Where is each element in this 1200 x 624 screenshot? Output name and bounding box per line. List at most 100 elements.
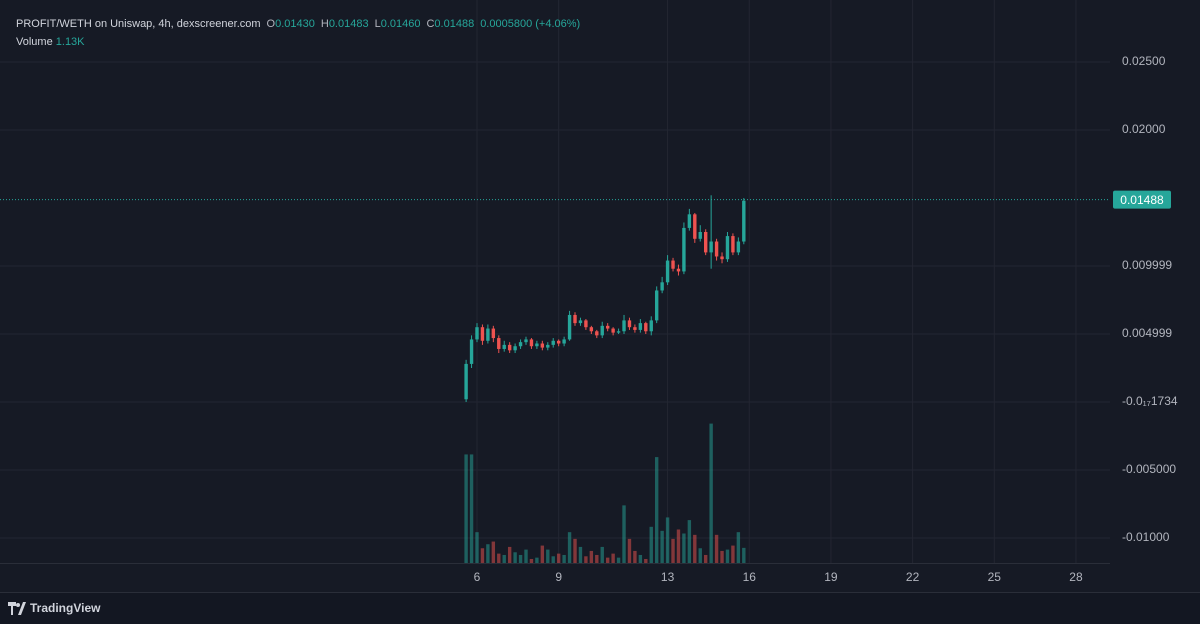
volume-bar xyxy=(507,546,512,563)
candle-body xyxy=(475,327,479,340)
change: 0.0005800 (+4.06%) xyxy=(480,18,581,30)
volume-bar xyxy=(660,530,664,563)
candle-body xyxy=(633,327,637,330)
volume-bar xyxy=(524,549,528,563)
legend-key: C xyxy=(426,18,435,30)
volume-bar xyxy=(578,546,583,563)
volume-bar xyxy=(638,554,643,563)
volume-label: Volume xyxy=(16,36,53,48)
candle-body xyxy=(687,214,692,228)
candle-body xyxy=(507,344,512,351)
volume-bar xyxy=(676,529,681,563)
x-tick-label: 25 xyxy=(988,570,1002,584)
candle-body xyxy=(540,343,545,348)
candle-body xyxy=(546,344,550,348)
volume-value: 1.13K xyxy=(55,36,85,48)
background xyxy=(0,0,1200,592)
legend-row: PROFIT/WETH on Uniswap, 4h, dexscreener.… xyxy=(16,15,580,33)
candle-body xyxy=(529,339,534,347)
volume-bar xyxy=(709,423,713,563)
candle-body xyxy=(736,241,741,253)
volume-bar xyxy=(616,557,621,563)
volume-bar xyxy=(703,554,708,563)
candle-body xyxy=(567,314,572,340)
candle-body xyxy=(627,320,632,328)
candle-body xyxy=(693,214,697,239)
candle-body xyxy=(464,363,468,400)
x-tick-label: 9 xyxy=(555,570,562,584)
volume-bar xyxy=(633,550,637,563)
candle-body xyxy=(725,236,730,260)
volume-bar xyxy=(665,517,670,563)
candle-body xyxy=(556,340,561,344)
candle-body xyxy=(480,327,485,341)
candle-body xyxy=(638,323,643,330)
candle-body xyxy=(513,346,517,351)
volume-bar xyxy=(502,554,506,563)
volume-bar xyxy=(573,538,577,563)
grid xyxy=(0,0,1110,563)
candle-body xyxy=(562,339,566,344)
x-tick-label: 6 xyxy=(474,570,481,584)
y-tick-label: 0.004999 xyxy=(1122,326,1172,340)
chart: 0.02500 0.02000 0.009999 0.004999 -0.0₁₇1734… xyxy=(0,0,1200,592)
x-tick-label: 19 xyxy=(824,570,838,584)
volume-bar xyxy=(497,553,501,563)
last-price-label: 0.01488 xyxy=(1120,193,1164,207)
candle-body xyxy=(731,236,735,253)
volume-bar xyxy=(693,534,697,563)
candle-body xyxy=(616,331,621,333)
candle-body xyxy=(676,268,681,272)
legend-value: 0.01483 xyxy=(328,18,369,30)
candle-body xyxy=(644,323,648,332)
volume-bar xyxy=(649,526,653,563)
candle-body xyxy=(605,325,610,329)
volume-bar xyxy=(600,546,604,563)
volume-bar xyxy=(584,556,588,563)
ohlc: O0.01430 H0.01483 L0.01460 C0.01488 xyxy=(261,18,475,30)
volume-bar xyxy=(535,557,539,563)
volume-bar xyxy=(480,548,485,563)
volume-bar xyxy=(589,550,594,563)
candle-body xyxy=(524,339,528,343)
candle-body xyxy=(595,331,599,336)
candle-body xyxy=(714,241,719,257)
volume-bar xyxy=(491,541,496,563)
legend-value: 0.01430 xyxy=(275,18,315,30)
volume-bar xyxy=(654,457,659,563)
candle-body xyxy=(584,320,588,328)
volume-bar xyxy=(605,557,610,563)
y-tick-label: 0.02000 xyxy=(1122,122,1166,136)
candle-body xyxy=(649,320,653,332)
candle-body xyxy=(654,290,659,321)
candle-body xyxy=(703,231,708,253)
volume-bar xyxy=(562,554,566,563)
header: PROFIT/WETH on Uniswap, 4h, dexscreener.… xyxy=(16,15,580,51)
candle-body xyxy=(535,343,539,347)
volume-bar xyxy=(513,552,517,563)
candle-body xyxy=(709,241,713,253)
y-tick-label: 0.009999 xyxy=(1122,258,1172,272)
legend-key: O xyxy=(266,18,276,30)
footer: TradingView xyxy=(0,592,1200,624)
candle-body xyxy=(660,282,664,291)
y-tick-label: 0.02500 xyxy=(1122,54,1166,68)
candle-body xyxy=(573,314,577,324)
y-tick-label: -0.01000 xyxy=(1122,530,1170,544)
volume-bar xyxy=(714,534,719,563)
volume-bar xyxy=(546,549,550,563)
volume-bar xyxy=(556,553,561,563)
candle-body xyxy=(600,325,604,336)
candle-body xyxy=(502,344,506,349)
volume-bar xyxy=(475,532,479,563)
volume-bar xyxy=(687,520,692,563)
volume-bar xyxy=(725,549,730,563)
candle-body xyxy=(665,260,670,283)
y-tick-label: -0.0₁₇1734 xyxy=(1122,394,1178,408)
x-tick-label: 22 xyxy=(906,570,920,584)
candle-body xyxy=(682,227,686,272)
volume-bar xyxy=(595,554,599,563)
volume-row: Volume 1.13K xyxy=(16,33,580,51)
volume-bar xyxy=(551,556,555,563)
